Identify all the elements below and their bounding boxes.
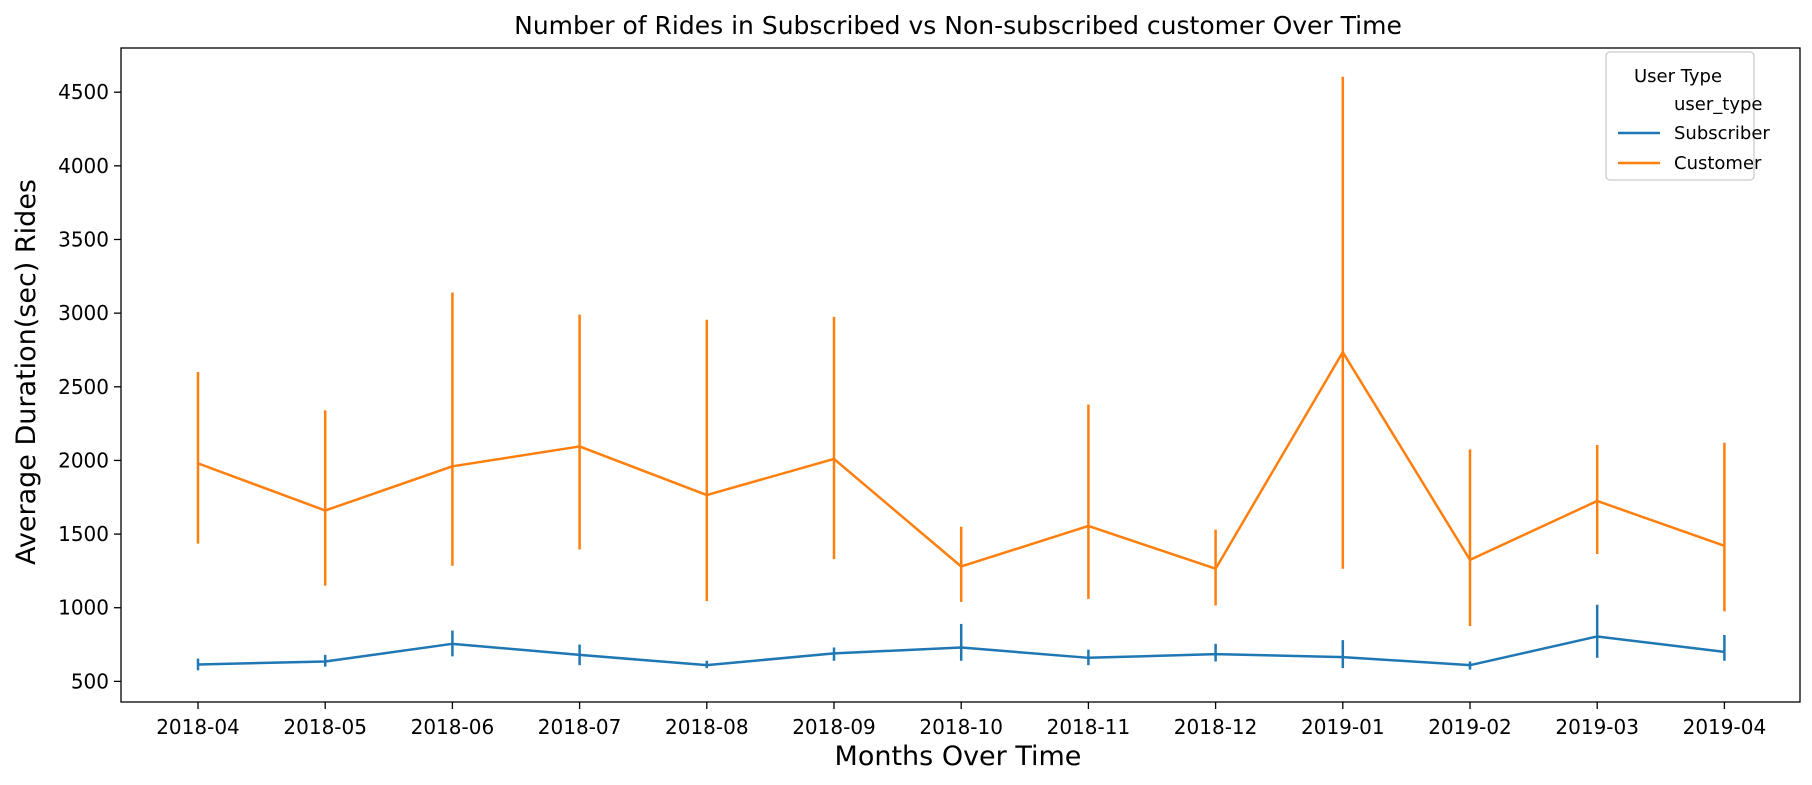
x-tick-label: 2018-06 [411,715,495,739]
x-tick-label: 2018-07 [538,715,622,739]
x-tick-label: 2018-12 [1174,715,1258,739]
y-tick-label: 500 [71,669,109,693]
x-tick-label: 2018-10 [919,715,1003,739]
y-tick-label: 3000 [58,301,109,325]
series-customer [196,76,1726,627]
y-tick-label: 4000 [58,154,109,178]
legend-subtitle: user_type [1674,94,1762,115]
legend-box [1605,51,1755,181]
x-tick-label: 2018-08 [665,715,749,739]
y-tick-label: 2500 [58,375,109,399]
series-layer [196,76,1726,671]
y-tick-label: 4500 [58,80,109,104]
chart-title: Number of Rides in Subscribed vs Non-sub… [514,11,1402,40]
y-tick-label: 1000 [58,596,109,620]
series-line-subscriber [197,635,1725,667]
y-tick-label: 3500 [58,227,109,251]
x-tick-label: 2019-02 [1428,715,1512,739]
y-axis: 500 1000 1500 2000 2500 3000 3500 4000 4500 [58,80,121,693]
y-tick-label: 2000 [58,448,109,472]
x-tick-label: 2018-11 [1047,715,1131,739]
series-line-customer [197,350,1725,570]
y-tick-label: 1500 [58,522,109,546]
plot-area-frame [120,47,1801,703]
x-axis: 2018-04 2018-05 2018-06 2018-07 2018-08 2018-… [156,702,1766,739]
x-tick-label: 2019-04 [1683,715,1767,739]
x-axis-label: Months Over Time [835,741,1082,772]
series-subscriber [196,604,1726,671]
legend-label-customer: Customer [1674,153,1762,174]
legend-title: User Type [1634,66,1722,87]
legend-label-subscriber: Subscriber [1674,123,1770,144]
legend: User Type user_type Subscriber Customer [1605,51,1770,181]
x-tick-label: 2018-04 [156,715,240,739]
x-tick-label: 2018-09 [792,715,876,739]
x-tick-label: 2019-01 [1301,715,1385,739]
x-tick-label: 2018-05 [283,715,367,739]
x-tick-label: 2019-03 [1555,715,1639,739]
y-axis-label: Average Duration(sec) Rides [11,179,42,565]
